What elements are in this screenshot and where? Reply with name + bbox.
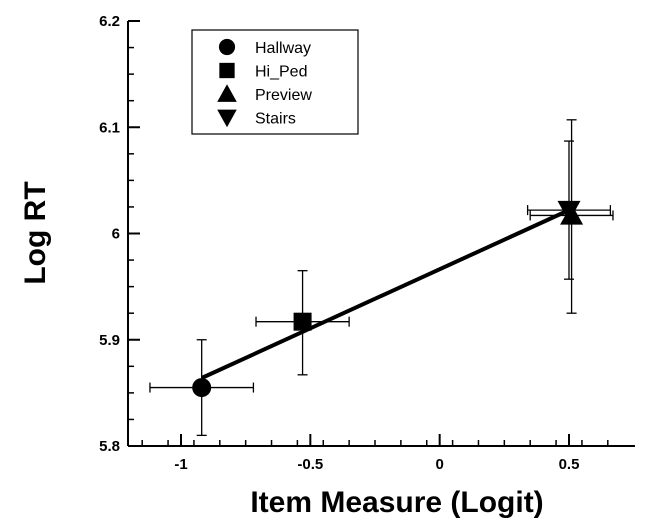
- y-tick-label: 6.2: [99, 13, 120, 30]
- error-bars: [149, 119, 614, 437]
- y-tick-label: 5.9: [99, 332, 120, 349]
- y-tick-label: 5.8: [99, 438, 120, 455]
- x-tick-label: 0: [435, 456, 443, 473]
- regression-line: [200, 208, 570, 380]
- legend-marker-hallway: [218, 38, 236, 56]
- legend: Hallway Hi_Ped Preview Stairs: [191, 29, 359, 135]
- fit-line: [200, 208, 570, 380]
- x-tick-label: -1: [174, 456, 187, 473]
- legend-marker-hi_ped: [219, 62, 235, 79]
- legend-label-hi_ped: Hi_Ped: [255, 64, 307, 81]
- x-axis-label: Item Measure (Logit): [250, 486, 543, 519]
- x-tick-label: -0.5: [297, 456, 323, 473]
- y-axis-label: Log RT: [19, 181, 52, 284]
- legend-marker-stairs: [217, 109, 237, 128]
- data-markers: [192, 200, 584, 398]
- marker-hi_ped: [293, 312, 312, 331]
- marker-stairs: [557, 200, 581, 222]
- marker-hallway: [192, 378, 212, 398]
- legend-marker-preview: [217, 84, 237, 102]
- y-axis-ticks: 5.8 5.9 6 6.1 6.2: [99, 13, 140, 455]
- legend-label-stairs: Stairs: [255, 111, 296, 128]
- legend-label-hallway: Hallway: [255, 40, 311, 57]
- y-tick-label: 6: [112, 226, 120, 243]
- legend-label-preview: Preview: [255, 87, 312, 104]
- y-tick-label: 6.1: [99, 119, 120, 136]
- x-axis-ticks: -1 -0.5 0 0.5: [141, 434, 609, 473]
- x-tick-label: 0.5: [559, 456, 580, 473]
